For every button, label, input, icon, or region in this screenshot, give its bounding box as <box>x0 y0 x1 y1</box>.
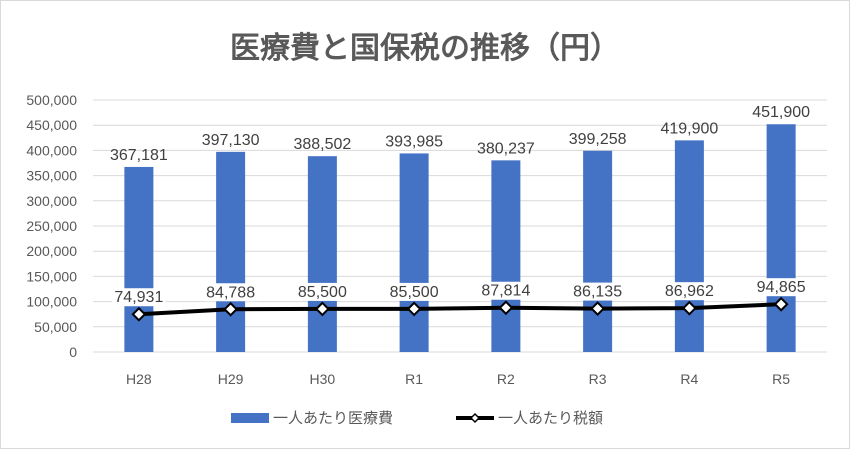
tax-line <box>138 302 782 317</box>
y-tick-label: 450,000 <box>26 117 77 133</box>
tax-marker <box>223 301 239 317</box>
tax-marker <box>590 301 606 317</box>
bar-data-label: 397,130 <box>202 132 260 149</box>
tax-marker <box>498 300 514 316</box>
y-tick-label: 0 <box>69 344 77 360</box>
bar-data-label: 451,900 <box>752 104 810 121</box>
line-label-plate <box>295 282 350 301</box>
y-tick-label: 50,000 <box>34 319 77 335</box>
x-tick-label: R5 <box>772 371 790 387</box>
legend-bar-swatch <box>231 413 269 423</box>
line-label-plate <box>203 283 258 302</box>
x-tick-label: H30 <box>310 371 336 387</box>
legend-bar-label: 一人あたり医療費 <box>273 409 393 427</box>
line-data-label: 84,788 <box>206 284 255 301</box>
line-label-plate <box>662 282 717 301</box>
bar <box>674 140 704 352</box>
bar <box>491 160 521 352</box>
bar-data-label: 399,258 <box>569 131 627 148</box>
x-tick-label: R4 <box>680 371 698 387</box>
x-tick-label: H28 <box>126 371 152 387</box>
x-tick-label: R1 <box>405 371 423 387</box>
bar <box>307 156 337 352</box>
x-tick-label: H29 <box>218 371 244 387</box>
line-label-plate <box>387 282 442 301</box>
chart-title: 医療費と国保税の推移（円） <box>230 31 620 66</box>
line-data-label: 74,931 <box>114 289 163 306</box>
y-tick-label: 500,000 <box>26 92 77 108</box>
bar <box>583 150 613 352</box>
line-data-label: 85,500 <box>390 284 439 301</box>
bar-data-label: 367,181 <box>110 147 168 164</box>
bar-data-label: 388,502 <box>293 136 351 153</box>
line-data-label: 87,814 <box>481 283 530 300</box>
line-data-label: 94,865 <box>757 279 806 296</box>
legend-line-marker <box>469 412 481 424</box>
line-label-plate <box>478 281 533 300</box>
x-tick-label: R2 <box>497 371 515 387</box>
bar <box>399 153 429 352</box>
line-label-plate <box>754 278 809 297</box>
bar-data-label: 419,900 <box>660 120 718 137</box>
bar-data-label: 380,237 <box>477 140 535 157</box>
bar <box>766 124 796 352</box>
line-data-label: 85,500 <box>298 284 347 301</box>
y-tick-label: 100,000 <box>26 294 77 310</box>
tax-marker <box>773 296 789 312</box>
tax-marker <box>131 306 147 322</box>
legend-line-label: 一人あたり税額 <box>498 409 603 427</box>
tax-marker <box>681 300 697 316</box>
tax-marker <box>406 301 422 317</box>
bar <box>216 151 246 352</box>
y-tick-label: 150,000 <box>26 268 77 284</box>
x-tick-label: R3 <box>589 371 607 387</box>
line-data-label: 86,962 <box>665 283 714 300</box>
line-data-label: 86,135 <box>573 284 622 301</box>
y-tick-label: 400,000 <box>26 142 77 158</box>
y-tick-label: 250,000 <box>26 218 77 234</box>
tax-marker <box>314 301 330 317</box>
y-tick-label: 200,000 <box>26 243 77 259</box>
bar <box>124 166 154 352</box>
bar-data-label: 393,985 <box>385 133 443 150</box>
line-label-plate <box>570 282 625 301</box>
y-tick-label: 300,000 <box>26 193 77 209</box>
y-tick-label: 350,000 <box>26 168 77 184</box>
line-label-plate <box>111 288 166 307</box>
